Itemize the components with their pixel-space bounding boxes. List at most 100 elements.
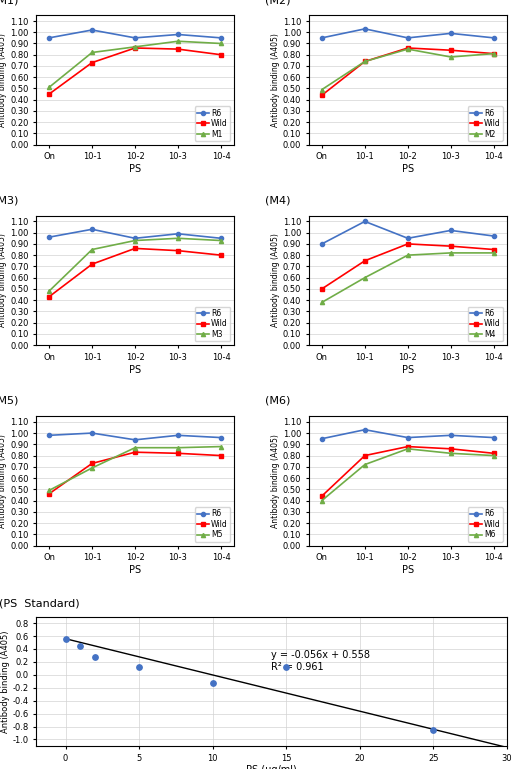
R6 — [218, 433, 224, 442]
M1 — [218, 39, 224, 48]
Wild — [46, 489, 52, 498]
M3 — [89, 245, 95, 254]
M3 — [46, 287, 52, 296]
R6 — [319, 434, 325, 443]
M5 — [218, 442, 224, 451]
X-axis label: PS: PS — [402, 365, 414, 375]
Wild — [218, 50, 224, 59]
M3 — [132, 236, 138, 245]
Legend: R6, Wild, M6: R6, Wild, M6 — [468, 507, 503, 541]
M1 — [46, 83, 52, 92]
R6 — [175, 229, 181, 238]
Wild — [362, 451, 368, 460]
Wild — [405, 442, 411, 451]
Wild — [218, 451, 224, 460]
Point — [62, 632, 70, 644]
Wild — [89, 58, 95, 67]
Wild — [491, 49, 497, 58]
Line: R6: R6 — [320, 428, 496, 441]
Wild — [319, 285, 325, 294]
X-axis label: PS: PS — [129, 164, 141, 174]
M6 — [448, 448, 454, 458]
M2 — [319, 85, 325, 94]
M4 — [405, 251, 411, 260]
Point — [429, 724, 437, 736]
Legend: R6, Wild, M5: R6, Wild, M5 — [195, 507, 230, 541]
Point — [282, 661, 290, 673]
M2 — [448, 52, 454, 62]
Wild — [175, 246, 181, 255]
Line: Wild: Wild — [320, 241, 496, 291]
Wild — [46, 292, 52, 301]
Line: M6: M6 — [320, 447, 496, 503]
R6 — [218, 234, 224, 243]
R6 — [132, 33, 138, 42]
Y-axis label: Antibody binding (A405): Antibody binding (A405) — [271, 434, 280, 528]
M2 — [405, 45, 411, 54]
R6 — [491, 33, 497, 42]
M6 — [405, 444, 411, 454]
Wild — [319, 491, 325, 501]
R6 — [132, 435, 138, 444]
Line: Wild: Wild — [47, 450, 223, 496]
Line: Wild: Wild — [47, 46, 223, 96]
Line: M2: M2 — [320, 47, 496, 92]
Wild — [46, 89, 52, 98]
X-axis label: PS (μg/ml): PS (μg/ml) — [246, 765, 297, 769]
Wild — [132, 244, 138, 253]
M5 — [46, 486, 52, 495]
M4 — [448, 248, 454, 258]
R6 — [89, 428, 95, 438]
Line: Wild: Wild — [320, 46, 496, 98]
M4 — [491, 248, 497, 258]
M2 — [362, 57, 368, 66]
R6 — [448, 431, 454, 440]
Line: M5: M5 — [47, 444, 223, 492]
Text: (M3): (M3) — [0, 195, 18, 205]
Legend: R6, Wild, M2: R6, Wild, M2 — [468, 106, 503, 141]
Wild — [405, 239, 411, 248]
M4 — [319, 298, 325, 307]
R6 — [362, 217, 368, 226]
Line: R6: R6 — [47, 431, 223, 442]
Wild — [218, 251, 224, 260]
Wild — [89, 259, 95, 268]
Y-axis label: Antibody binding (A405): Antibody binding (A405) — [0, 234, 7, 328]
M6 — [319, 496, 325, 505]
R6 — [319, 239, 325, 248]
M3 — [175, 234, 181, 243]
Wild — [89, 459, 95, 468]
R6 — [405, 433, 411, 442]
Wild — [132, 448, 138, 457]
Text: (M1): (M1) — [0, 0, 18, 5]
Line: M1: M1 — [47, 39, 223, 89]
M5 — [132, 443, 138, 452]
Point — [76, 640, 84, 652]
Y-axis label: Antibody binding (A405): Antibody binding (A405) — [1, 630, 9, 733]
M1 — [89, 48, 95, 57]
M5 — [175, 443, 181, 452]
R6 — [175, 431, 181, 440]
Text: y = -0.056x + 0.558
R² = 0.961: y = -0.056x + 0.558 R² = 0.961 — [271, 651, 370, 672]
M6 — [491, 451, 497, 460]
R6 — [218, 33, 224, 42]
R6 — [132, 234, 138, 243]
R6 — [448, 28, 454, 38]
Line: R6: R6 — [320, 219, 496, 246]
Wild — [175, 45, 181, 54]
Line: Wild: Wild — [320, 444, 496, 498]
Point — [135, 661, 143, 673]
M3 — [218, 236, 224, 245]
Y-axis label: Antibody binding (A405): Antibody binding (A405) — [0, 33, 7, 127]
R6 — [46, 431, 52, 440]
Text: (M6): (M6) — [266, 396, 291, 406]
R6 — [405, 234, 411, 243]
Wild — [448, 444, 454, 454]
Text: (M5): (M5) — [0, 396, 18, 406]
R6 — [491, 231, 497, 241]
Line: R6: R6 — [320, 27, 496, 40]
R6 — [405, 33, 411, 42]
X-axis label: PS: PS — [129, 365, 141, 375]
X-axis label: PS: PS — [129, 565, 141, 575]
Wild — [319, 91, 325, 100]
